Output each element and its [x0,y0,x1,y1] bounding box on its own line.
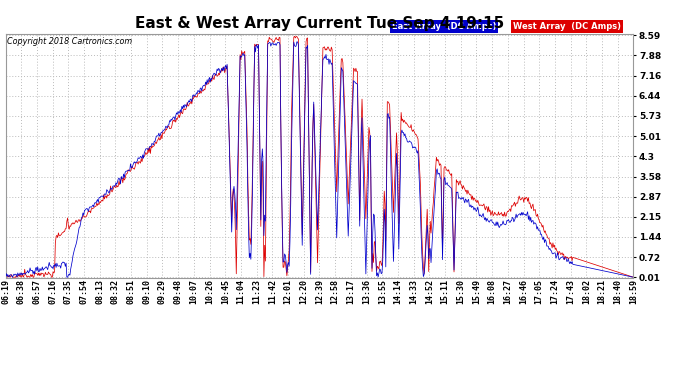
Text: West Array  (DC Amps): West Array (DC Amps) [513,22,621,31]
Text: East Array  (DC Amps): East Array (DC Amps) [392,22,496,31]
Text: Copyright 2018 Cartronics.com: Copyright 2018 Cartronics.com [7,38,132,46]
Title: East & West Array Current Tue Sep 4 19:15: East & West Array Current Tue Sep 4 19:1… [135,16,504,31]
